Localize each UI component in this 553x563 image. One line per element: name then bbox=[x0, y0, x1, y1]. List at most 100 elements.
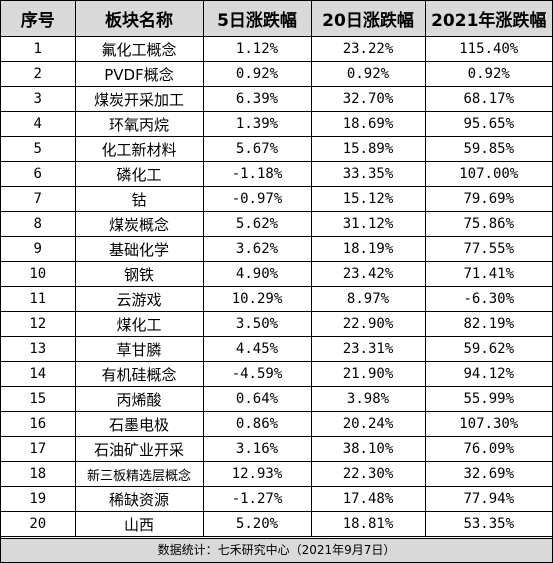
cell-2021-change: 82.19% bbox=[424, 311, 552, 337]
cell-5d-change: 0.64% bbox=[202, 386, 312, 412]
table-row: 2 PVDF概念 0.92% 0.92% 0.92% bbox=[1, 61, 552, 87]
table-row: 9 基础化学 3.62% 18.19% 77.55% bbox=[1, 236, 552, 262]
table-row: 8 煤炭概念 5.62% 31.12% 75.86% bbox=[1, 211, 552, 237]
cell-2021-change: 68.17% bbox=[424, 86, 552, 112]
table-row: 4 环氧丙烷 1.39% 18.69% 95.65% bbox=[1, 111, 552, 137]
cell-sector-name: 山西 bbox=[74, 511, 204, 537]
cell-20d-change: 18.19% bbox=[310, 236, 426, 262]
table-row: 16 石墨电极 0.86% 20.24% 107.30% bbox=[1, 411, 552, 437]
cell-20d-change: 17.48% bbox=[310, 486, 426, 512]
cell-sector-name: 磷化工 bbox=[74, 161, 204, 187]
cell-sector-name: 煤化工 bbox=[74, 311, 204, 337]
cell-20d-change: 38.10% bbox=[310, 436, 426, 462]
cell-5d-change: 0.86% bbox=[202, 411, 312, 437]
cell-2021-change: 55.99% bbox=[424, 386, 552, 412]
cell-20d-change: 23.42% bbox=[310, 261, 426, 287]
column-header-2021-change: 2021年涨跌幅 bbox=[424, 1, 552, 37]
cell-sector-name: 钴 bbox=[74, 186, 204, 212]
cell-sector-name: PVDF概念 bbox=[74, 61, 204, 87]
cell-5d-change: 3.50% bbox=[202, 311, 312, 337]
table-row: 13 草甘膦 4.45% 23.31% 59.62% bbox=[1, 336, 552, 362]
cell-5d-change: -1.18% bbox=[202, 161, 312, 187]
cell-5d-change: 6.39% bbox=[202, 86, 312, 112]
cell-sector-name: 新三板精选层概念 bbox=[74, 461, 204, 487]
column-header-5d-change: 5日涨跌幅 bbox=[202, 1, 312, 37]
column-header-sector: 板块名称 bbox=[74, 1, 204, 37]
cell-2021-change: 75.86% bbox=[424, 211, 552, 237]
cell-5d-change: 5.20% bbox=[202, 511, 312, 537]
cell-rank: 7 bbox=[1, 186, 76, 212]
cell-rank: 16 bbox=[1, 411, 76, 437]
table-body: 1 氟化工概念 1.12% 23.22% 115.40% 2 PVDF概念 0.92% 0.92… bbox=[1, 36, 552, 537]
cell-5d-change: 3.62% bbox=[202, 236, 312, 262]
cell-20d-change: 22.30% bbox=[310, 461, 426, 487]
cell-rank: 8 bbox=[1, 211, 76, 237]
cell-5d-change: -1.27% bbox=[202, 486, 312, 512]
cell-20d-change: 23.22% bbox=[310, 36, 426, 62]
table-header-row: 序号 板块名称 5日涨跌幅 20日涨跌幅 2021年涨跌幅 bbox=[1, 1, 552, 37]
cell-20d-change: 20.24% bbox=[310, 411, 426, 437]
table-row: 15 丙烯酸 0.64% 3.98% 55.99% bbox=[1, 386, 552, 412]
cell-rank: 12 bbox=[1, 311, 76, 337]
column-header-20d-change: 20日涨跌幅 bbox=[310, 1, 426, 37]
cell-rank: 11 bbox=[1, 286, 76, 312]
cell-5d-change: 5.62% bbox=[202, 211, 312, 237]
cell-rank: 19 bbox=[1, 486, 76, 512]
cell-5d-change: 3.16% bbox=[202, 436, 312, 462]
column-header-rank: 序号 bbox=[1, 1, 76, 37]
cell-rank: 14 bbox=[1, 361, 76, 387]
cell-5d-change: 1.39% bbox=[202, 111, 312, 137]
cell-20d-change: 0.92% bbox=[310, 61, 426, 87]
cell-sector-name: 丙烯酸 bbox=[74, 386, 204, 412]
cell-rank: 5 bbox=[1, 136, 76, 162]
sector-performance-table: 序号 板块名称 5日涨跌幅 20日涨跌幅 2021年涨跌幅 1 氟化工概念 1.12… bbox=[1, 1, 552, 537]
cell-2021-change: 53.35% bbox=[424, 511, 552, 537]
cell-sector-name: 有机硅概念 bbox=[74, 361, 204, 387]
cell-5d-change: 0.92% bbox=[202, 61, 312, 87]
cell-5d-change: -4.59% bbox=[202, 361, 312, 387]
cell-5d-change: 5.67% bbox=[202, 136, 312, 162]
cell-2021-change: 76.09% bbox=[424, 436, 552, 462]
table-row: 12 煤化工 3.50% 22.90% 82.19% bbox=[1, 311, 552, 337]
cell-20d-change: 31.12% bbox=[310, 211, 426, 237]
cell-sector-name: 化工新材料 bbox=[74, 136, 204, 162]
cell-sector-name: 煤炭开采加工 bbox=[74, 86, 204, 112]
cell-5d-change: 4.90% bbox=[202, 261, 312, 287]
cell-sector-name: 煤炭概念 bbox=[74, 211, 204, 237]
cell-sector-name: 草甘膦 bbox=[74, 336, 204, 362]
table-row: 11 云游戏 10.29% 8.97% -6.30% bbox=[1, 286, 552, 312]
cell-2021-change: 59.62% bbox=[424, 336, 552, 362]
table-row: 5 化工新材料 5.67% 15.89% 59.85% bbox=[1, 136, 552, 162]
cell-2021-change: 0.92% bbox=[424, 61, 552, 87]
cell-2021-change: 107.30% bbox=[424, 411, 552, 437]
cell-20d-change: 18.69% bbox=[310, 111, 426, 137]
cell-20d-change: 3.98% bbox=[310, 386, 426, 412]
cell-2021-change: 77.55% bbox=[424, 236, 552, 262]
cell-2021-change: 115.40% bbox=[424, 36, 552, 62]
cell-5d-change: 10.29% bbox=[202, 286, 312, 312]
cell-5d-change: 12.93% bbox=[202, 461, 312, 487]
cell-20d-change: 21.90% bbox=[310, 361, 426, 387]
table-row: 10 钢铁 4.90% 23.42% 71.41% bbox=[1, 261, 552, 287]
cell-20d-change: 23.31% bbox=[310, 336, 426, 362]
cell-2021-change: 71.41% bbox=[424, 261, 552, 287]
cell-rank: 4 bbox=[1, 111, 76, 137]
cell-rank: 9 bbox=[1, 236, 76, 262]
cell-20d-change: 22.90% bbox=[310, 311, 426, 337]
table-row: 6 磷化工 -1.18% 33.35% 107.00% bbox=[1, 161, 552, 187]
table-row: 20 山西 5.20% 18.81% 53.35% bbox=[1, 511, 552, 537]
table-row: 7 钴 -0.97% 15.12% 79.69% bbox=[1, 186, 552, 212]
cell-2021-change: 94.12% bbox=[424, 361, 552, 387]
cell-rank: 17 bbox=[1, 436, 76, 462]
cell-sector-name: 稀缺资源 bbox=[74, 486, 204, 512]
cell-20d-change: 33.35% bbox=[310, 161, 426, 187]
cell-2021-change: 77.94% bbox=[424, 486, 552, 512]
table-row: 19 稀缺资源 -1.27% 17.48% 77.94% bbox=[1, 486, 552, 512]
cell-rank: 10 bbox=[1, 261, 76, 287]
cell-2021-change: 32.69% bbox=[424, 461, 552, 487]
cell-5d-change: -0.97% bbox=[202, 186, 312, 212]
cell-rank: 6 bbox=[1, 161, 76, 187]
cell-5d-change: 4.45% bbox=[202, 336, 312, 362]
cell-sector-name: 基础化学 bbox=[74, 236, 204, 262]
